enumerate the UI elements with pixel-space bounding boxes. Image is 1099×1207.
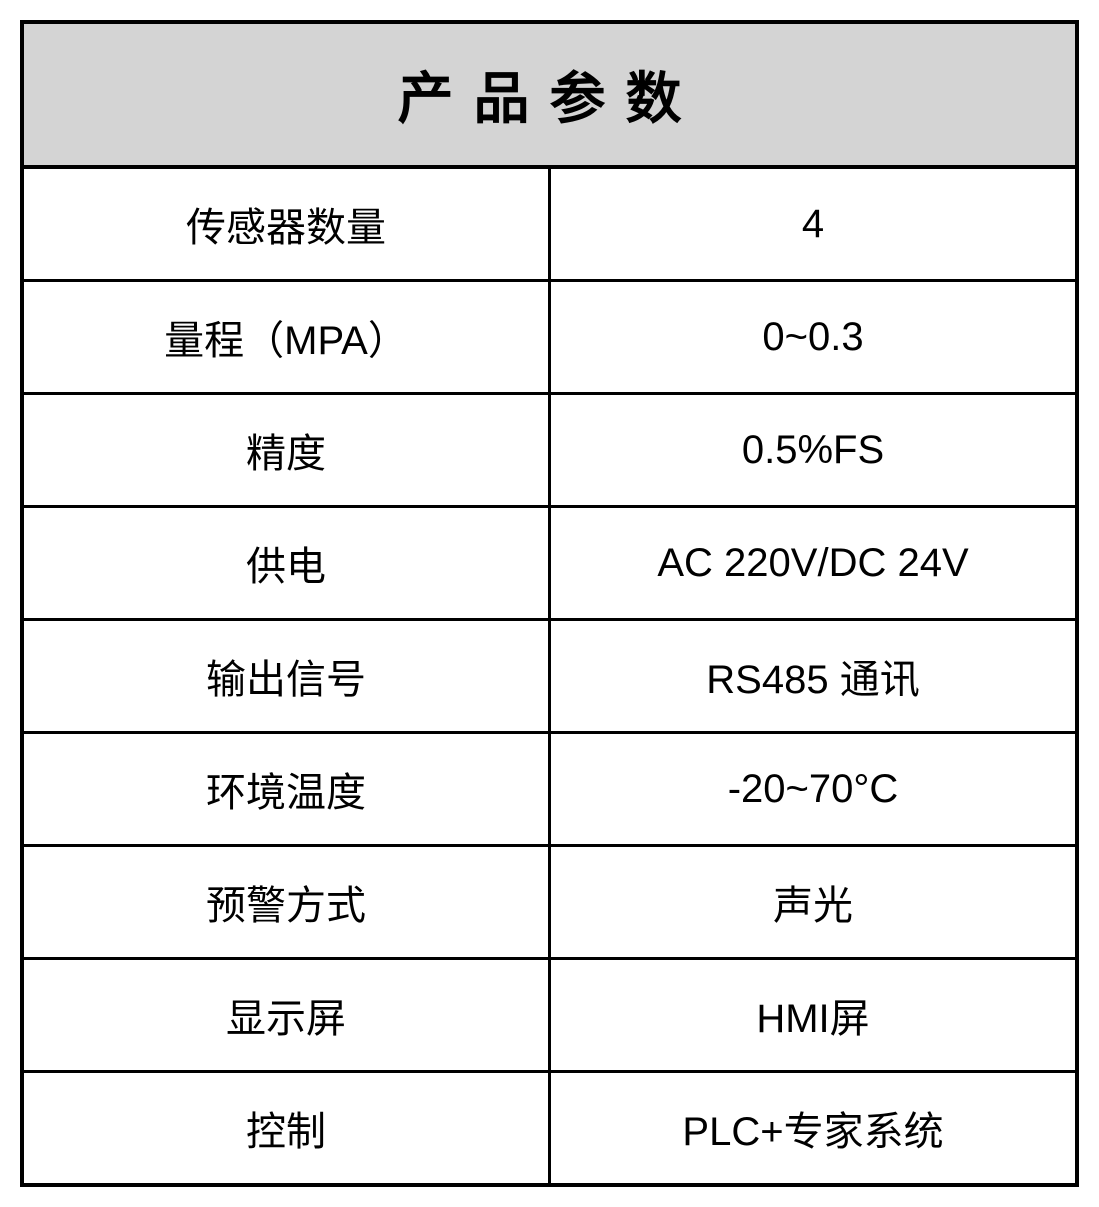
param-value: 0.5%FS — [550, 394, 1078, 507]
table-row: 量程（MPA） 0~0.3 — [22, 281, 1077, 394]
param-label: 精度 — [22, 394, 550, 507]
table-row: 显示屏 HMI屏 — [22, 959, 1077, 1072]
param-value: HMI屏 — [550, 959, 1078, 1072]
table-row: 环境温度 -20~70°C — [22, 733, 1077, 846]
param-label: 预警方式 — [22, 846, 550, 959]
param-value: 4 — [550, 167, 1078, 281]
param-label: 环境温度 — [22, 733, 550, 846]
param-label: 控制 — [22, 1072, 550, 1186]
spec-table: 产品参数 传感器数量 4 量程（MPA） 0~0.3 精度 0.5%FS 供电 … — [20, 20, 1079, 1187]
table-row: 精度 0.5%FS — [22, 394, 1077, 507]
param-label: 显示屏 — [22, 959, 550, 1072]
table-row: 预警方式 声光 — [22, 846, 1077, 959]
param-label: 传感器数量 — [22, 167, 550, 281]
table-title: 产品参数 — [22, 22, 1077, 167]
table-row: 传感器数量 4 — [22, 167, 1077, 281]
param-value: -20~70°C — [550, 733, 1078, 846]
spec-table-container: 产品参数 传感器数量 4 量程（MPA） 0~0.3 精度 0.5%FS 供电 … — [20, 20, 1079, 1187]
table-row: 输出信号 RS485 通讯 — [22, 620, 1077, 733]
param-value: 声光 — [550, 846, 1078, 959]
param-value: AC 220V/DC 24V — [550, 507, 1078, 620]
param-value: RS485 通讯 — [550, 620, 1078, 733]
table-row: 供电 AC 220V/DC 24V — [22, 507, 1077, 620]
param-label: 输出信号 — [22, 620, 550, 733]
param-label: 量程（MPA） — [22, 281, 550, 394]
param-value: PLC+专家系统 — [550, 1072, 1078, 1186]
param-value: 0~0.3 — [550, 281, 1078, 394]
table-row: 控制 PLC+专家系统 — [22, 1072, 1077, 1186]
param-label: 供电 — [22, 507, 550, 620]
